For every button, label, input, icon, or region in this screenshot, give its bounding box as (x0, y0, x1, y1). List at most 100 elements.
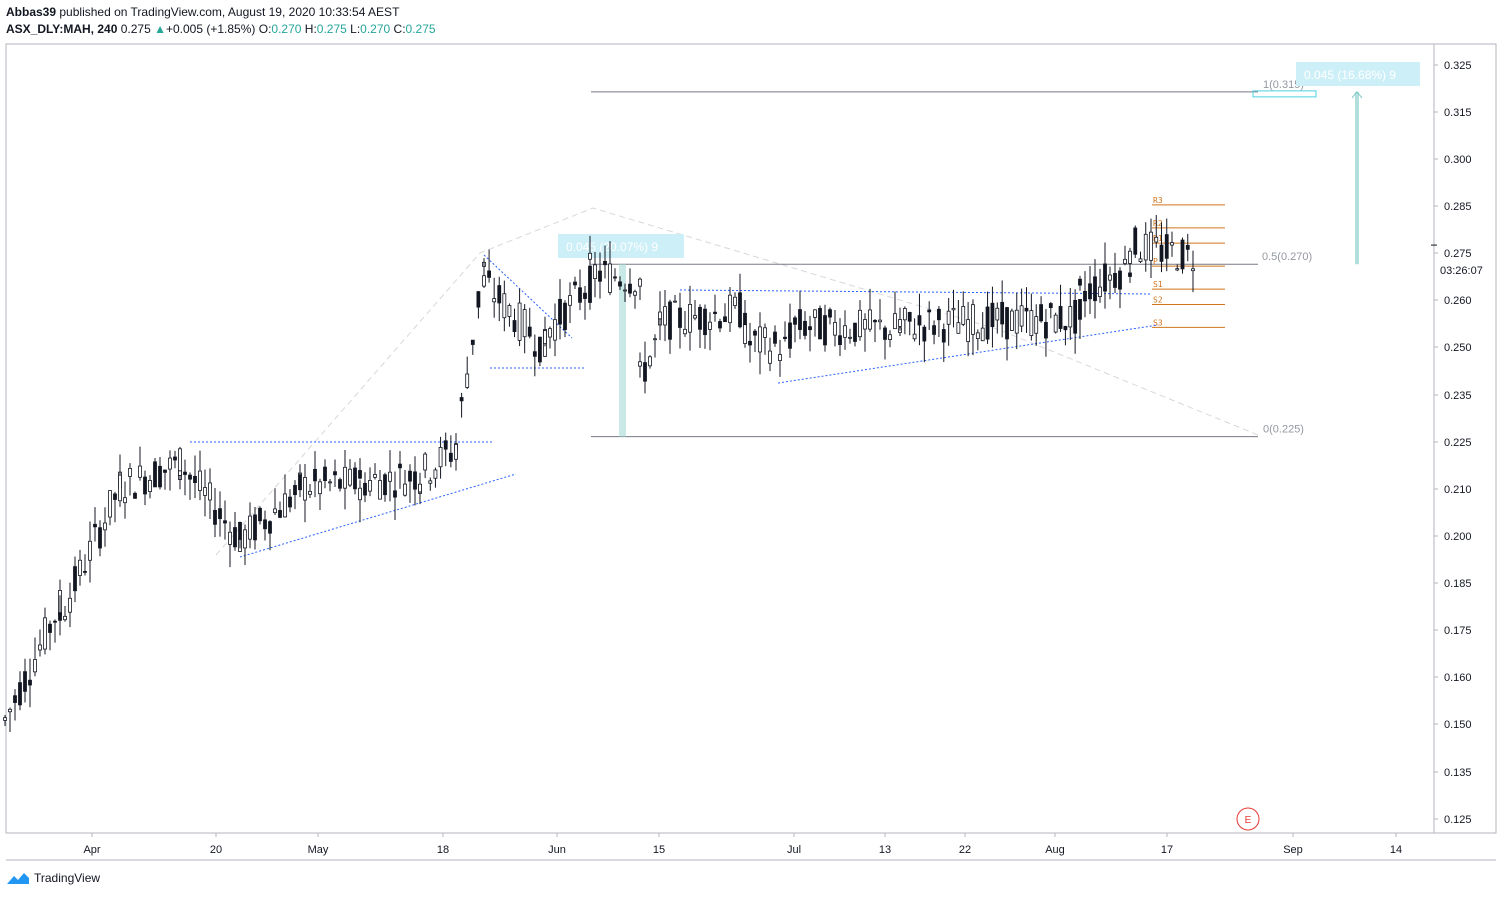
chart-frame (5, 43, 1435, 834)
candle-body (956, 322, 961, 334)
pivot-label-p: P (1153, 257, 1158, 266)
candle-body (223, 520, 227, 524)
candle-body (1063, 325, 1068, 331)
candle-body (678, 307, 682, 328)
candle-body (408, 470, 412, 482)
candle-body (173, 456, 177, 461)
candle-body (303, 477, 307, 501)
candle-body (398, 463, 402, 469)
candle-body (1108, 274, 1112, 281)
candle-body (893, 313, 897, 330)
candle-body (941, 329, 946, 343)
publish-info: Abbas39 published on TradingView.com, Au… (6, 5, 399, 19)
symbol-label[interactable]: ASX_DLY:MAH, 240 (6, 22, 118, 36)
x-tick-label: 15 (653, 844, 665, 856)
trendline (679, 289, 1153, 295)
candle-body (198, 470, 202, 491)
candle-body (768, 350, 772, 364)
candle-body (108, 490, 112, 518)
trendline (483, 254, 573, 339)
candle-body (248, 515, 252, 540)
candle-body (253, 514, 257, 541)
measure-arrow-right (1351, 91, 1363, 99)
candle-body (83, 570, 87, 573)
candle-body (653, 338, 657, 341)
tradingview-brand[interactable]: TradingView (6, 870, 100, 886)
candle-body (183, 471, 187, 475)
candle-body (588, 252, 592, 260)
candle-body (1093, 276, 1097, 302)
candle-body (833, 322, 837, 336)
candle-body (343, 466, 347, 489)
candle-body (358, 487, 362, 501)
candle-body (1019, 305, 1024, 327)
candle-body (28, 679, 32, 686)
y-tick-label: 0.235 (1444, 390, 1472, 402)
candle-body (1123, 258, 1127, 265)
candle-body (961, 306, 966, 325)
candle-body (563, 302, 567, 331)
candle-body (793, 317, 797, 325)
candle-body (1068, 306, 1073, 328)
candle-body (93, 523, 97, 528)
candle-body (218, 508, 222, 520)
candle-body (798, 309, 802, 330)
candle-body (778, 354, 782, 361)
y-tick-label: 0.185 (1444, 578, 1472, 590)
candle-body (258, 507, 262, 522)
candle-body (238, 521, 242, 540)
y-tick-label: 0.315 (1444, 107, 1472, 119)
candle-body (1180, 239, 1185, 270)
candle-body (1078, 299, 1082, 320)
candle-body (203, 487, 207, 496)
y-tick-label: 0.150 (1444, 719, 1472, 731)
candle-body (353, 467, 357, 490)
measure-label-right: 0.045 (16.68%) 9 (1304, 68, 1396, 82)
candle-body (113, 493, 117, 500)
candle-body (1113, 273, 1117, 288)
candle-body (888, 334, 892, 340)
candle-body (393, 490, 397, 498)
candle-body (1009, 310, 1014, 331)
candle-body (308, 490, 312, 495)
candle-body (188, 474, 192, 480)
candle-body (527, 326, 532, 337)
candle-body (53, 620, 57, 623)
candle-body (243, 529, 247, 549)
candle-body (838, 335, 842, 346)
candle-body (1058, 306, 1063, 329)
candle-body (268, 521, 272, 534)
candle-body (68, 597, 72, 613)
zigzag-line (215, 207, 1259, 556)
candle-body (718, 321, 722, 329)
candle-body (1024, 307, 1029, 312)
candle-body (951, 307, 956, 311)
candle-body (1103, 263, 1107, 292)
candle-body (603, 260, 607, 266)
candle-body (663, 306, 667, 326)
candle-body (608, 263, 612, 293)
candle-body (693, 315, 697, 319)
candle-body (358, 470, 362, 479)
candle-body (917, 315, 922, 326)
candle-body (428, 480, 433, 484)
candle-body (1128, 250, 1132, 264)
candle-body (922, 326, 927, 342)
candle-body (233, 527, 237, 548)
candle-body (738, 292, 742, 328)
candle-body (853, 322, 857, 342)
author-name[interactable]: Abbas39 (6, 5, 57, 19)
candle-body (273, 508, 277, 514)
candle-body (748, 340, 752, 346)
candle-body (1034, 316, 1039, 334)
candle-body (971, 304, 975, 335)
candle-body (263, 519, 267, 530)
candle-body (980, 327, 985, 342)
candle-body (38, 644, 42, 651)
candle-body (133, 492, 137, 499)
candle-body (618, 281, 622, 287)
candle-body (628, 283, 632, 294)
candle-body (48, 623, 52, 633)
x-tick-label: 13 (879, 844, 891, 856)
